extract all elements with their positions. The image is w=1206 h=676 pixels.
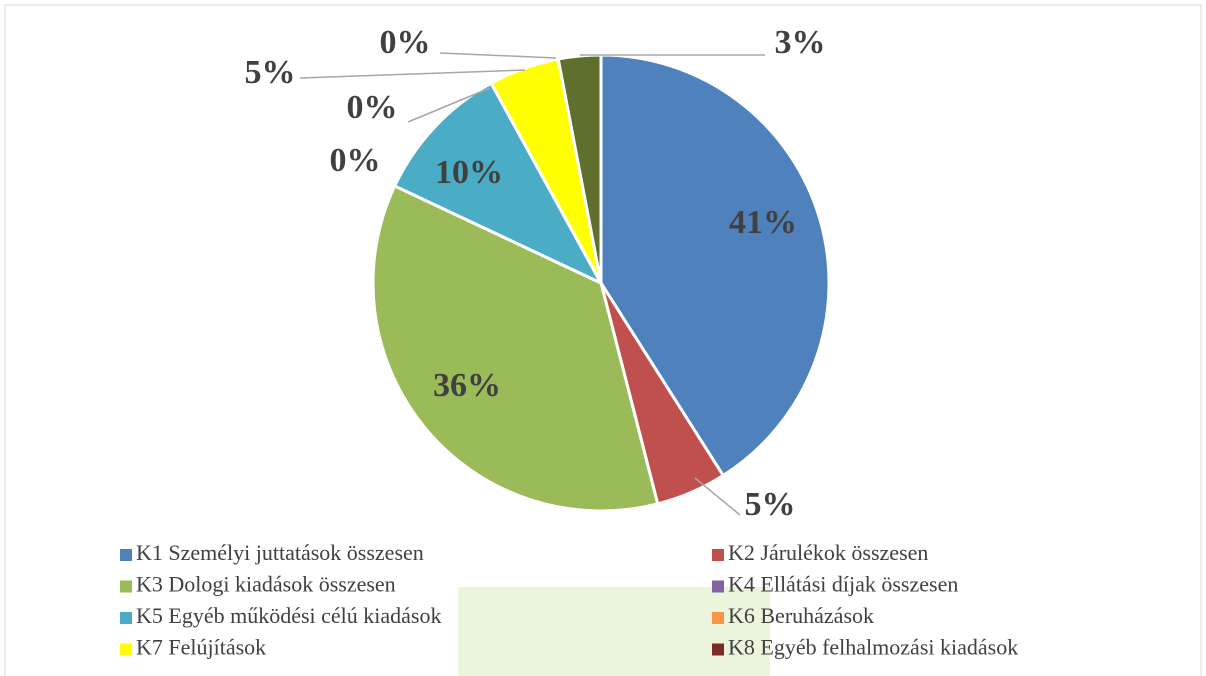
data-label: 5% [245,54,296,91]
legend-label: K1 Személyi juttatások összesen [136,540,424,565]
leader-line [695,478,740,515]
leader-line [300,70,525,78]
legend-swatch [712,581,724,593]
legend-label: K6 Beruházások [728,603,874,628]
data-label: 5% [745,486,796,523]
legend-label: K4 Ellátási díjak összesen [728,572,958,597]
legend-swatch [712,549,724,561]
legend-label: K5 Egyéb működési célú kiadások [136,603,442,628]
legend-label: K2 Járulékok összesen [728,540,928,565]
legend-swatch [120,644,132,656]
leader-line [440,53,556,58]
watermark [458,587,770,676]
data-label: 3% [775,24,826,61]
data-label: 0% [347,89,398,126]
data-label: 0% [380,24,431,61]
legend-swatch [120,581,132,593]
data-label: 10% [435,154,503,191]
legend-swatch [712,612,724,624]
data-label: 36% [433,367,501,404]
legend-label: K8 Egyéb felhalmozási kiadások [728,635,1018,660]
chart: 41% 5% 36% 0% 10% 0% 5% 0% 3% K1 Személyi juttatá… [0,0,1206,676]
legend-swatch [120,612,132,624]
legend-swatch [712,644,724,656]
legend-swatch [120,549,132,561]
legend-label: K3 Dologi kiadások összesen [136,572,396,597]
data-label: 0% [330,142,381,179]
data-label: 41% [729,204,797,241]
legend-label: K7 Felújítások [136,635,266,660]
